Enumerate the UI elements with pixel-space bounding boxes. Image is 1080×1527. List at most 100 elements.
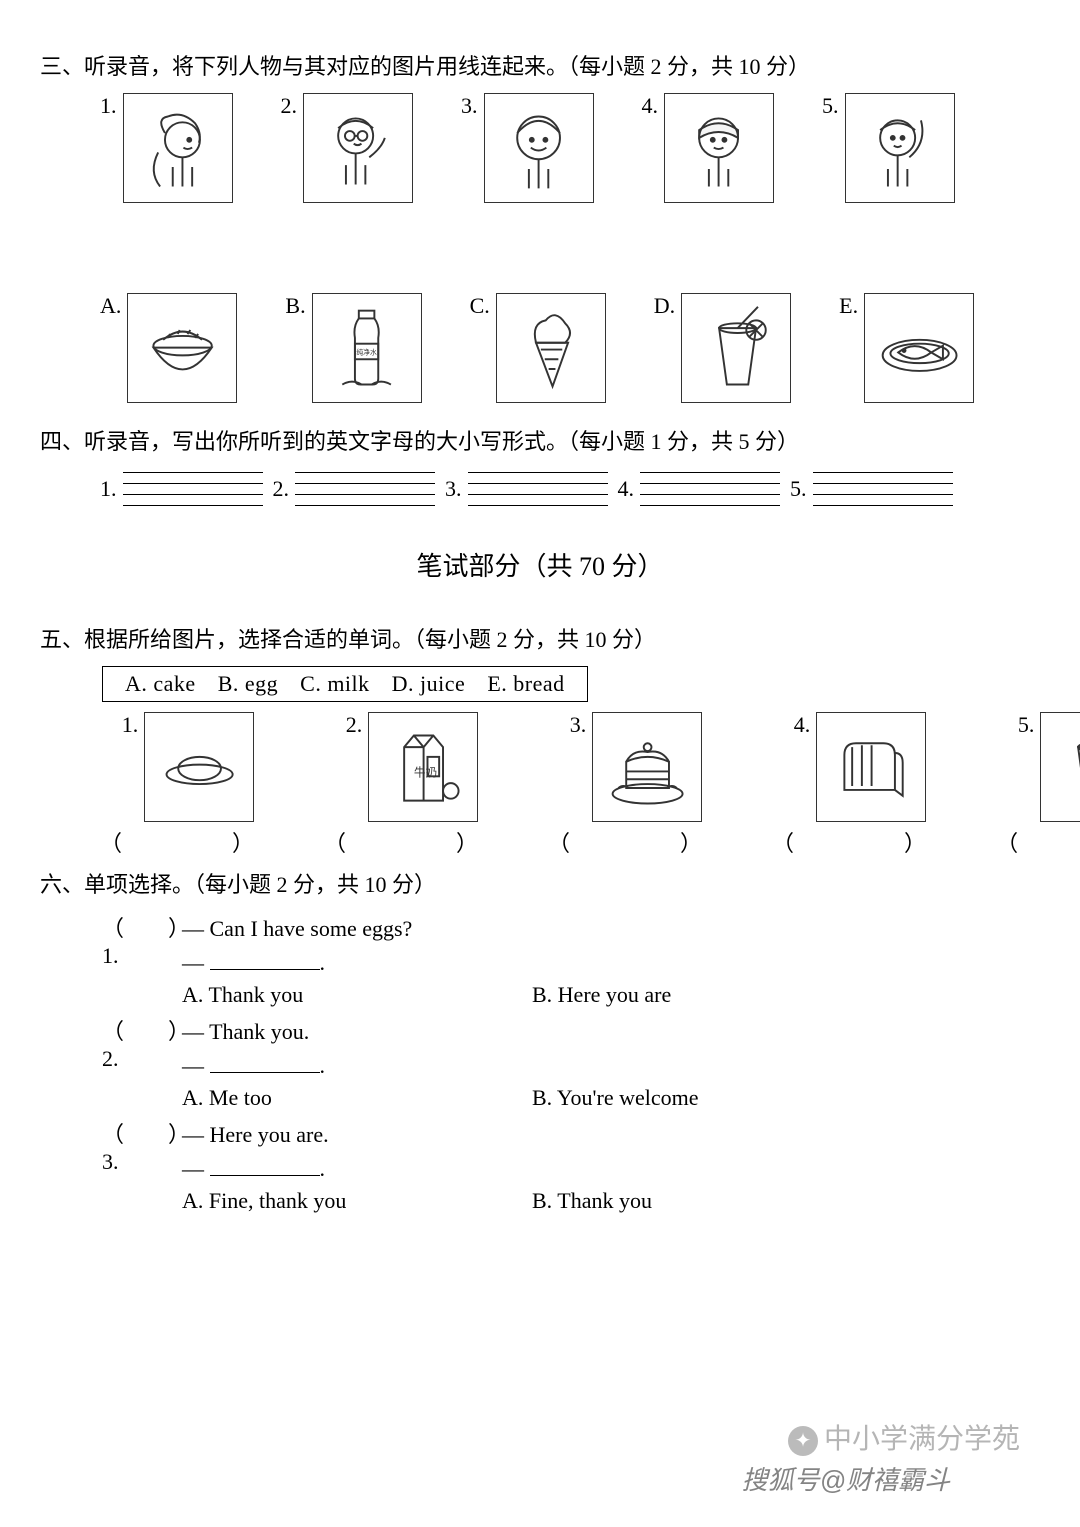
answer-paren[interactable]: （ ） xyxy=(324,826,500,858)
blank-line: — . xyxy=(182,1154,1040,1182)
wordbank-d: D. juice xyxy=(392,671,466,696)
wordbank-a: A. cake xyxy=(125,671,196,696)
q3-top-row: 1. 2. 3. 4. xyxy=(40,93,1040,203)
answer-paren[interactable]: （ ） xyxy=(100,826,276,858)
bread-loaf-icon xyxy=(816,712,926,822)
q4-item-2: 2. xyxy=(273,472,436,506)
item-number: 3. xyxy=(445,476,462,502)
item-number: 2. xyxy=(281,93,298,119)
blank-line: — . xyxy=(182,948,1040,976)
q5-item-1: 1. （ ） xyxy=(100,712,276,858)
blank-line: — . xyxy=(182,1051,1040,1079)
answer-blank[interactable] xyxy=(210,1154,320,1176)
egg-plate-icon xyxy=(144,712,254,822)
water-bottle-icon: 纯净水 xyxy=(312,293,422,403)
item-number: 1. xyxy=(122,712,139,738)
girl-ponytail-icon xyxy=(123,93,233,203)
item-number: A. xyxy=(100,293,121,319)
writing-lines[interactable] xyxy=(123,472,263,506)
q4-title: 四、听录音，写出你所听到的英文字母的大小写形式。（每小题 1 分，共 5 分） xyxy=(40,425,1040,458)
answer-paren[interactable]: （ ）2. xyxy=(102,1014,182,1072)
juice-cup-straw-icon xyxy=(1040,712,1080,822)
cake-slice-icon xyxy=(592,712,702,822)
writing-lines[interactable] xyxy=(468,472,608,506)
item-number: 1. xyxy=(100,476,117,502)
prompt-line: — Thank you. xyxy=(182,1019,1040,1045)
option-a: A. Me too xyxy=(182,1085,532,1111)
q3-bottom-row: A. B. 纯净水 C. D. xyxy=(40,293,1040,403)
child-smile-icon xyxy=(484,93,594,203)
item-number: 1. xyxy=(100,93,117,119)
wordbank-b: B. egg xyxy=(218,671,278,696)
prompt-line: — Here you are. xyxy=(182,1122,1040,1148)
writing-lines[interactable] xyxy=(813,472,953,506)
item-number: 5. xyxy=(822,93,839,119)
q6-item-1: （ ）1. — Can I have some eggs? — . A. Tha… xyxy=(40,911,1040,1008)
item-number: 4. xyxy=(794,712,811,738)
q5-item-2: 2. 牛奶 （ ） xyxy=(324,712,500,858)
option-b: B. Here you are xyxy=(532,982,671,1008)
option-a: A. Fine, thank you xyxy=(182,1188,532,1214)
watermark-sohu: 搜狐号@财禧霸斗 xyxy=(742,1460,950,1497)
q3-bottom-c: C. xyxy=(470,293,606,403)
item-number: 4. xyxy=(618,476,635,502)
q5-item-4: 4. （ ） xyxy=(772,712,948,858)
wordbank-c: C. milk xyxy=(300,671,370,696)
svg-text:纯净水: 纯净水 xyxy=(356,348,377,357)
q5-item-5: 5. （ ） xyxy=(996,712,1080,858)
watermark-wechat: ✦中小学满分学苑 xyxy=(788,1417,1020,1457)
answer-paren[interactable]: （ ）3. xyxy=(102,1117,182,1175)
q3-top-3: 3. xyxy=(461,93,594,203)
item-number: E. xyxy=(839,293,858,319)
q6-item-2: （ ）2. — Thank you. — . A. Me too B. You'… xyxy=(40,1014,1040,1111)
q6-item-3: （ ）3. — Here you are. — . A. Fine, thank… xyxy=(40,1117,1040,1214)
rice-bowl-icon xyxy=(127,293,237,403)
writing-lines[interactable] xyxy=(640,472,780,506)
q3-top-4: 4. xyxy=(642,93,775,203)
item-number: 3. xyxy=(461,93,478,119)
written-header: 笔试部分（共 70 分） xyxy=(40,546,1040,583)
boy-short-hair-icon xyxy=(664,93,774,203)
writing-lines[interactable] xyxy=(295,472,435,506)
q3-bottom-d: D. xyxy=(654,293,791,403)
item-number: B. xyxy=(285,293,305,319)
item-number: C. xyxy=(470,293,490,319)
answer-paren[interactable]: （ ） xyxy=(772,826,948,858)
child-arm-up-icon xyxy=(845,93,955,203)
wordbank-e: E. bread xyxy=(487,671,564,696)
child-glasses-wave-icon xyxy=(303,93,413,203)
item-number: 5. xyxy=(1018,712,1035,738)
answer-paren[interactable]: （ ） xyxy=(548,826,724,858)
answer-blank[interactable] xyxy=(210,948,320,970)
prompt-line: — Can I have some eggs? xyxy=(182,916,1040,942)
q3-bottom-b: B. 纯净水 xyxy=(285,293,421,403)
option-a: A. Thank you xyxy=(182,982,532,1008)
q4-item-3: 3. xyxy=(445,472,608,506)
item-number: 3. xyxy=(570,712,587,738)
wechat-icon: ✦ xyxy=(788,1426,818,1456)
item-number: 5. xyxy=(790,476,807,502)
q6-title: 六、单项选择。（每小题 2 分，共 10 分） xyxy=(40,868,1040,901)
q3-top-5: 5. xyxy=(822,93,955,203)
q3-top-1: 1. xyxy=(100,93,233,203)
ice-cream-cone-icon xyxy=(496,293,606,403)
q4-item-4: 4. xyxy=(618,472,781,506)
q3-bottom-a: A. xyxy=(100,293,237,403)
fish-plate-icon xyxy=(864,293,974,403)
q4-item-1: 1. xyxy=(100,472,263,506)
q5-item-3: 3. （ ） xyxy=(548,712,724,858)
q5-row: 1. （ ） 2. 牛奶 （ ） 3. xyxy=(40,712,1040,858)
item-number: 2. xyxy=(346,712,363,738)
q5-wordbank: A. cake B. egg C. milk D. juice E. bread xyxy=(102,666,588,702)
answer-paren[interactable]: （ ）1. xyxy=(102,911,182,969)
q3-top-2: 2. xyxy=(281,93,414,203)
q3-bottom-e: E. xyxy=(839,293,974,403)
milk-carton-icon: 牛奶 xyxy=(368,712,478,822)
q3-title: 三、听录音，将下列人物与其对应的图片用线连起来。（每小题 2 分，共 10 分） xyxy=(40,50,1040,83)
answer-paren[interactable]: （ ） xyxy=(996,826,1080,858)
q4-blanks: 1. 2. 3. 4. 5. xyxy=(40,472,1040,506)
option-b: B. Thank you xyxy=(532,1188,652,1214)
q5-title: 五、根据所给图片，选择合适的单词。（每小题 2 分，共 10 分） xyxy=(40,623,1040,656)
item-number: 2. xyxy=(273,476,290,502)
answer-blank[interactable] xyxy=(210,1051,320,1073)
